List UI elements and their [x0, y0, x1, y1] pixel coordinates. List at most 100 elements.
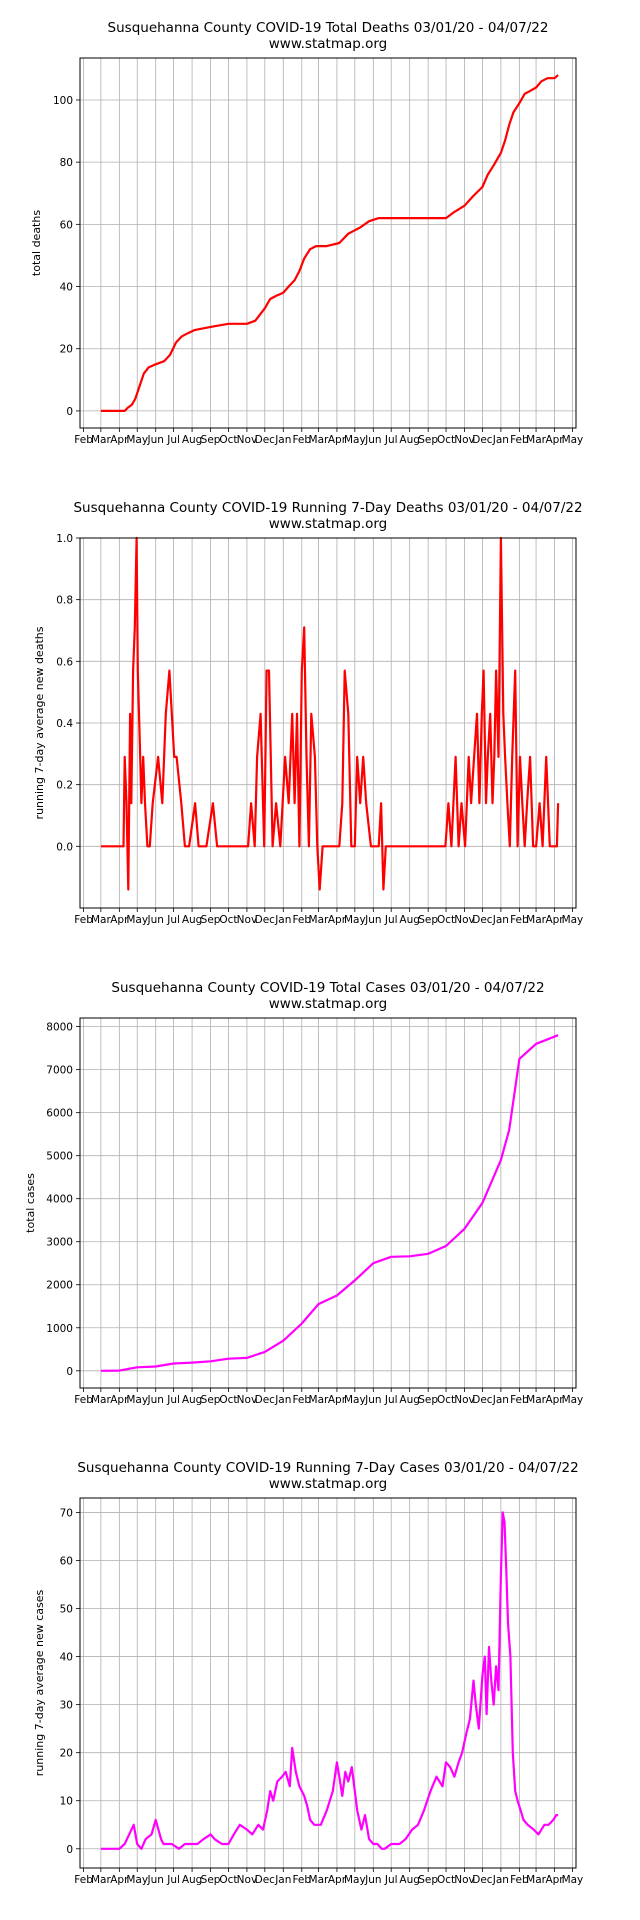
x-tick-label: Sep: [418, 434, 438, 446]
x-tick-label: May: [562, 914, 584, 926]
x-tick-label: Apr: [110, 1874, 129, 1886]
x-tick-label: Jun: [147, 1394, 164, 1406]
y-tick-label: 0.8: [56, 595, 73, 607]
y-tick-label: 0: [66, 1844, 73, 1856]
grid: [80, 58, 576, 428]
y-tick-label: 0.6: [56, 656, 73, 668]
x-tick-label: Jul: [166, 914, 180, 926]
y-tick-label: 60: [60, 219, 73, 231]
series-line: [100, 1034, 559, 1372]
x-tick-label: Feb: [74, 1394, 93, 1406]
y-tick-label: 40: [60, 282, 73, 294]
x-tick-label: May: [126, 1874, 148, 1886]
x-tick-label: Jan: [274, 1874, 291, 1886]
x-tick-label: Apr: [545, 1874, 564, 1886]
x-tick-label: May: [344, 1874, 366, 1886]
x-tick-label: Feb: [510, 914, 529, 926]
x-tick-label: May: [126, 434, 148, 446]
x-tick-label: Mar: [309, 914, 329, 926]
y-tick-label: 50: [60, 1604, 73, 1616]
x-tick-label: Jun: [147, 434, 164, 446]
x-tick-label: Aug: [182, 434, 203, 446]
x-tick-label: Jan: [492, 434, 509, 446]
x-tick-label: Mar: [91, 1874, 111, 1886]
x-tick-label: Jun: [364, 434, 381, 446]
x-tick-label: Oct: [437, 434, 455, 446]
x-tick-label: Dec: [255, 1874, 276, 1886]
y-tick-label: 0.2: [56, 780, 73, 792]
chart-subtitle: www.statmap.org: [269, 1476, 388, 1492]
y-tick-label: 70: [60, 1507, 73, 1519]
x-tick-label: Nov: [237, 1394, 258, 1406]
x-tick-label: May: [344, 434, 366, 446]
chart-panel-total-cases: Susquehanna County COVID-19 Total Cases …: [0, 960, 640, 1440]
x-tick-label: Dec: [255, 434, 276, 446]
y-tick-label: 30: [60, 1700, 73, 1712]
x-tick-label: Aug: [399, 1394, 420, 1406]
x-tick-label: Apr: [328, 914, 347, 926]
x-tick-label: Jan: [492, 1394, 509, 1406]
x-tick-label: Jun: [147, 914, 164, 926]
x-tick-label: Jul: [384, 914, 398, 926]
x-tick-label: Apr: [328, 434, 347, 446]
x-tick-label: May: [126, 914, 148, 926]
x-tick-label: Dec: [472, 434, 493, 446]
chart-subtitle: www.statmap.org: [269, 36, 388, 52]
x-tick-label: Mar: [526, 1874, 546, 1886]
x-tick-label: Jul: [166, 1394, 180, 1406]
x-tick-label: Feb: [74, 434, 93, 446]
grid: [80, 1498, 576, 1868]
y-tick-label: 20: [60, 344, 73, 356]
x-tick-label: Mar: [309, 1874, 329, 1886]
x-tick-label: Dec: [472, 1394, 493, 1406]
x-tick-label: Jun: [364, 1874, 381, 1886]
x-tick-label: Jul: [384, 1874, 398, 1886]
x-tick-label: Nov: [454, 1874, 475, 1886]
y-axis-label: running 7-day average new deaths: [33, 626, 46, 819]
x-tick-label: Dec: [472, 914, 493, 926]
x-tick-label: Feb: [292, 434, 311, 446]
y-tick-label: 20: [60, 1748, 73, 1760]
x-tick-label: Aug: [399, 914, 420, 926]
x-tick-label: Apr: [545, 1394, 564, 1406]
series-line: [100, 536, 560, 891]
x-tick-label: Apr: [545, 914, 564, 926]
x-tick-label: Mar: [309, 1394, 329, 1406]
x-tick-label: Feb: [510, 434, 529, 446]
y-tick-label: 60: [60, 1555, 73, 1567]
x-tick-label: Mar: [309, 434, 329, 446]
x-tick-label: Sep: [201, 434, 221, 446]
y-tick-label: 3000: [46, 1237, 73, 1249]
x-tick-label: Mar: [91, 1394, 111, 1406]
chart-panel-running-cases: Susquehanna County COVID-19 Running 7-Da…: [0, 1440, 640, 1920]
x-tick-label: Feb: [292, 1874, 311, 1886]
x-tick-label: Aug: [182, 1874, 203, 1886]
x-tick-label: Sep: [201, 914, 221, 926]
x-tick-label: Feb: [74, 914, 93, 926]
chart-running-7-day-deaths: Susquehanna County COVID-19 Running 7-Da…: [33, 500, 584, 926]
y-axis-label: total cases: [24, 1173, 37, 1233]
x-tick-label: Jul: [384, 1394, 398, 1406]
x-tick-label: Sep: [418, 1394, 438, 1406]
x-tick-label: Jan: [274, 434, 291, 446]
x-tick-label: Jul: [166, 434, 180, 446]
y-tick-label: 40: [60, 1652, 73, 1664]
plot-frame: [79, 537, 577, 909]
y-axis-label: running 7-day average new cases: [33, 1590, 46, 1777]
plot-frame: [79, 1017, 577, 1389]
y-tick-label: 1000: [46, 1323, 73, 1335]
x-tick-label: Apr: [110, 434, 129, 446]
plot-frame: [79, 1497, 577, 1869]
y-tick-label: 2000: [46, 1280, 73, 1292]
x-tick-label: Oct: [437, 1394, 455, 1406]
x-tick-label: Oct: [219, 914, 237, 926]
y-tick-label: 7000: [46, 1065, 73, 1077]
x-tick-label: Mar: [526, 434, 546, 446]
x-tick-label: Nov: [237, 434, 258, 446]
chart-title: Susquehanna County COVID-19 Running 7-Da…: [77, 1460, 578, 1476]
x-tick-label: Oct: [219, 1874, 237, 1886]
x-tick-label: Oct: [437, 1874, 455, 1886]
x-tick-label: Jan: [274, 1394, 291, 1406]
chart-subtitle: www.statmap.org: [269, 516, 388, 532]
x-tick-label: May: [562, 1874, 584, 1886]
